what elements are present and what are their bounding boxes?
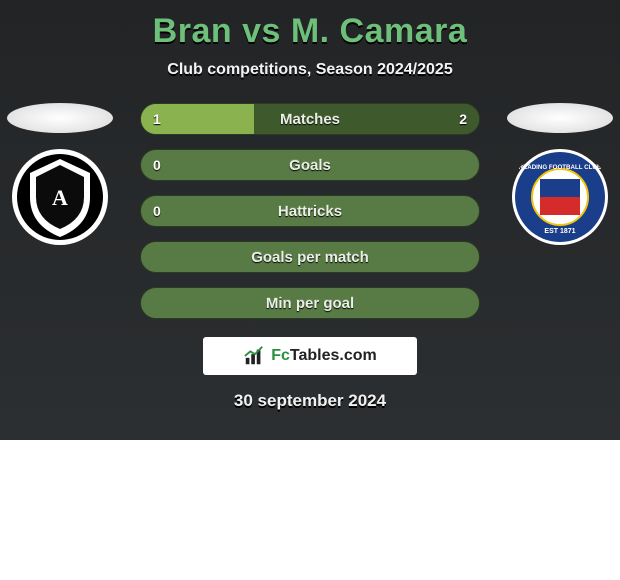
stat-left-value: 0	[153, 203, 161, 219]
stat-bar-hattricks: 0 Hattricks	[140, 195, 480, 227]
content-row: A 1 Matches 2 0 Goals 0 Hattricks	[0, 103, 620, 319]
page-subtitle: Club competitions, Season 2024/2025	[167, 61, 452, 79]
brand-badge[interactable]: FcTables.com	[203, 337, 417, 375]
stat-label: Goals	[289, 157, 331, 174]
left-player-column: A	[0, 103, 120, 247]
stat-bar-goals: 0 Goals	[140, 149, 480, 181]
club-crest-icon: READING FOOTBALL CLUB EST 1871	[510, 147, 610, 247]
comparison-panel: Bran vs M. Camara Club competitions, Sea…	[0, 0, 620, 440]
stat-bar-matches: 1 Matches 2	[140, 103, 480, 135]
stats-bars: 1 Matches 2 0 Goals 0 Hattricks Goals pe…	[140, 103, 480, 319]
player-photo-placeholder-right	[507, 103, 613, 133]
stat-bar-mpg: Min per goal	[140, 287, 480, 319]
brand-text: FcTables.com	[271, 347, 377, 365]
svg-text:READING FOOTBALL CLUB: READING FOOTBALL CLUB	[519, 164, 602, 171]
player-photo-placeholder-left	[7, 103, 113, 133]
stat-label: Hattricks	[278, 203, 342, 220]
brand-suffix: Tables.com	[290, 347, 377, 364]
stat-label: Goals per match	[251, 249, 369, 266]
stat-label: Matches	[280, 111, 340, 128]
svg-text:A: A	[52, 185, 68, 210]
svg-text:EST 1871: EST 1871	[544, 228, 575, 235]
right-player-column: READING FOOTBALL CLUB EST 1871	[500, 103, 620, 247]
club-badge-right: READING FOOTBALL CLUB EST 1871	[510, 147, 610, 247]
snapshot-date: 30 september 2024	[234, 391, 386, 411]
stat-left-value: 0	[153, 157, 161, 173]
club-badge-left: A	[10, 147, 110, 247]
stat-right-value: 2	[459, 111, 467, 127]
brand-prefix: Fc	[271, 347, 290, 364]
shield-icon: A	[10, 147, 110, 247]
page-title: Bran vs M. Camara	[153, 12, 468, 51]
stat-bar-gpm: Goals per match	[140, 241, 480, 273]
stat-left-value: 1	[153, 111, 161, 127]
bar-chart-icon	[243, 345, 265, 367]
stat-label: Min per goal	[266, 295, 354, 312]
